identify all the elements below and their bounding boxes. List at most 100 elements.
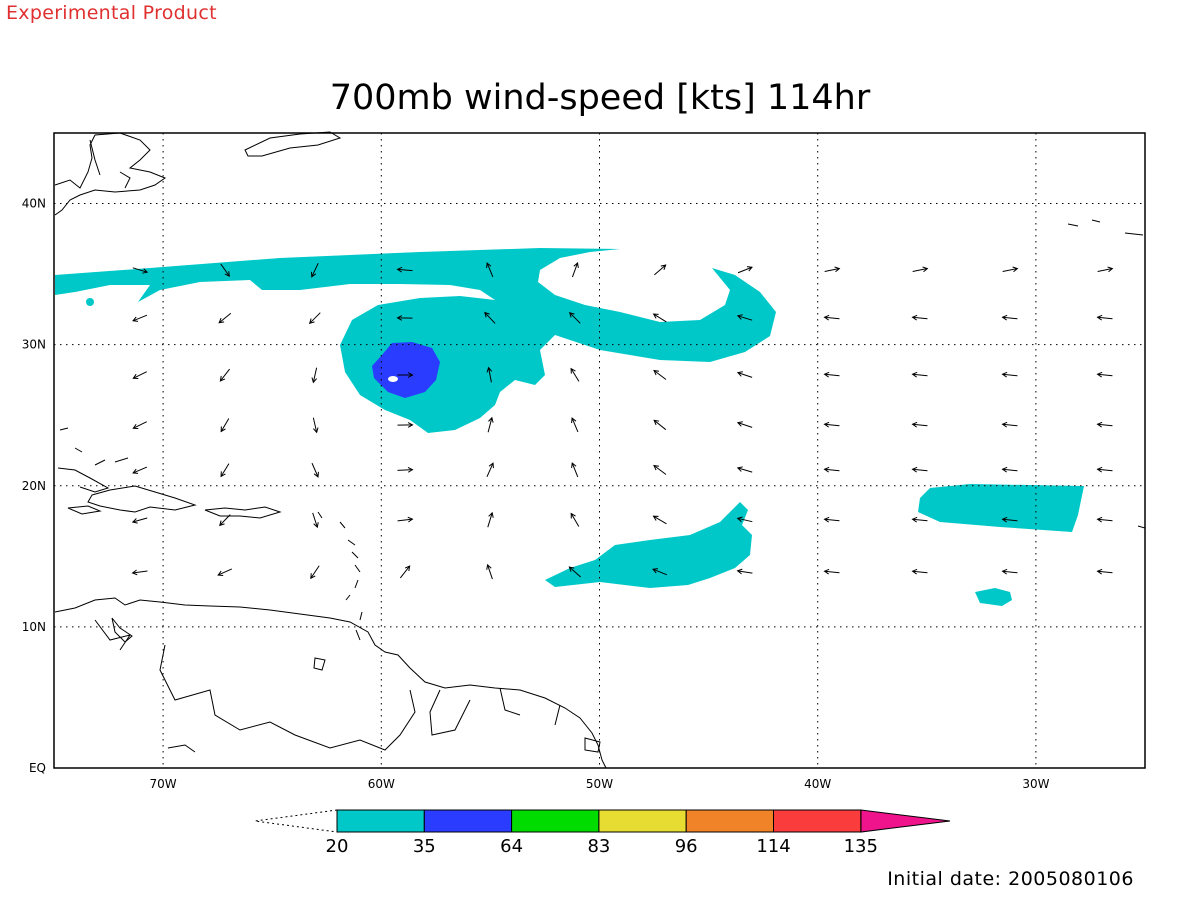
lat-tick-label: 30N: [22, 338, 46, 352]
colorbar-level-label: 35: [413, 836, 436, 857]
colorbar-box: [511, 809, 600, 833]
wind-arrow: [911, 421, 928, 428]
lat-tick-label: EQ: [29, 761, 46, 775]
wind-arrow: [396, 315, 413, 321]
colorbar-level-label: 20: [326, 836, 349, 857]
coastline-lesser-antilles: [317, 511, 363, 641]
wind-arrow: [1001, 568, 1018, 575]
wind-arrow: [220, 263, 230, 278]
wind-arrow: [131, 517, 148, 524]
wind-arrow: [1096, 466, 1113, 473]
wind-arrow: [1001, 421, 1018, 428]
colorbar-box: [685, 809, 775, 833]
wind-arrow: [486, 462, 494, 478]
colorbar-boxes: [336, 809, 862, 833]
wind-arrow: [219, 514, 231, 527]
wind-arrow: [132, 371, 147, 380]
wind-arrow: [487, 416, 494, 433]
wind-arrow: [737, 266, 753, 274]
map-title: 700mb wind-speed [kts] 114hr: [329, 78, 871, 118]
wind-arrow: [652, 313, 667, 323]
longitude-labels: 70W 60W 50W 40W 30W: [150, 777, 1050, 791]
wind-arrow: [1001, 516, 1018, 523]
wind-arrow: [823, 568, 840, 575]
wind-arrow: [736, 568, 753, 575]
wind-arrow: [912, 266, 929, 273]
wind-arrow: [310, 565, 320, 580]
wind-arrow: [736, 314, 753, 321]
map-frame: [53, 132, 1146, 769]
wind-arrow: [653, 419, 667, 431]
wind-arrow: [736, 466, 753, 473]
wind-arrow: [911, 466, 928, 473]
wind-band-35-64-core: [372, 342, 440, 398]
lon-tick-label: 50W: [586, 777, 613, 791]
wind-core-white-spot: [388, 376, 398, 382]
wind-arrow: [1096, 314, 1113, 321]
wind-arrow: [132, 267, 149, 274]
wind-arrow: [571, 261, 579, 278]
colorbar-level-label: 96: [675, 836, 698, 857]
wind-arrow: [1097, 266, 1114, 273]
wind-arrow: [217, 568, 233, 576]
wind-arrow: [736, 371, 753, 378]
colorbar-low-arrow: [254, 809, 338, 833]
coastline-trinidad: [313, 657, 326, 671]
wind-arrow: [570, 512, 580, 527]
wind-arrow: [1096, 516, 1113, 523]
coastline-south-america: [54, 597, 607, 769]
wind-band-20-35-northern-jet: [55, 248, 776, 433]
wind-arrow: [484, 311, 496, 324]
wind-arrow: [1096, 568, 1113, 575]
wind-band-20-35-speck: [86, 298, 94, 306]
border-north-america: [89, 139, 131, 189]
wind-arrow: [823, 466, 840, 473]
wind-arrow: [571, 462, 579, 478]
wind-arrow: [132, 466, 148, 474]
wind-arrow: [823, 371, 840, 378]
wind-arrow: [311, 462, 319, 478]
wind-arrow: [653, 369, 667, 380]
colorbar-box: [423, 809, 513, 833]
wind-arrow: [396, 266, 413, 273]
coastline-north-america: [54, 132, 167, 216]
wind-arrow: [220, 463, 230, 478]
wind-band-20-35-eastern-patch: [918, 484, 1084, 532]
wind-arrow: [824, 266, 841, 273]
wind-arrow: [911, 516, 928, 523]
colorbar-high-arrow: [860, 809, 951, 833]
wind-arrow: [399, 565, 411, 579]
lat-tick-label: 10N: [22, 620, 46, 634]
coastline-jamaica: [67, 505, 102, 515]
wind-arrow: [397, 372, 414, 378]
wind-arrow: [486, 563, 493, 580]
initial-date: Initial date: 2005080106: [887, 868, 1134, 890]
wind-arrow: [911, 371, 928, 378]
wind-arrow: [736, 516, 753, 523]
coastlines: [54, 131, 1146, 769]
latitude-labels: EQ 10N 20N 30N 40N: [22, 197, 46, 775]
lat-tick-label: 20N: [22, 479, 46, 493]
wind-arrow: [219, 368, 231, 382]
colorbar-labels: 20 35 64 83 96 114 135: [326, 836, 878, 857]
coastline-cape-verde: [1137, 525, 1146, 529]
colorbar-level-label: 83: [587, 836, 610, 857]
wind-band-20-35-central-patch: [545, 502, 752, 588]
colorbar-level-label: 114: [756, 836, 790, 857]
wind-band-20-35-small-patch: [975, 588, 1012, 606]
wind-arrow: [571, 417, 579, 433]
wind-arrow: [568, 566, 581, 578]
wind-arrow: [397, 422, 414, 428]
lon-tick-label: 30W: [1022, 777, 1049, 791]
wind-arrow: [653, 464, 667, 475]
coastline-bahamas: [59, 427, 129, 466]
wind-arrow: [568, 311, 581, 324]
wind-arrow: [911, 314, 928, 321]
wind-arrow: [911, 568, 928, 575]
coastline-cuba-hispaniola: [57, 467, 282, 519]
wind-arrow: [652, 568, 668, 576]
colorbar-level-label: 135: [844, 836, 878, 857]
wind-arrow: [311, 367, 318, 384]
wind-arrow: [1096, 371, 1113, 378]
wind-arrow: [132, 421, 147, 430]
